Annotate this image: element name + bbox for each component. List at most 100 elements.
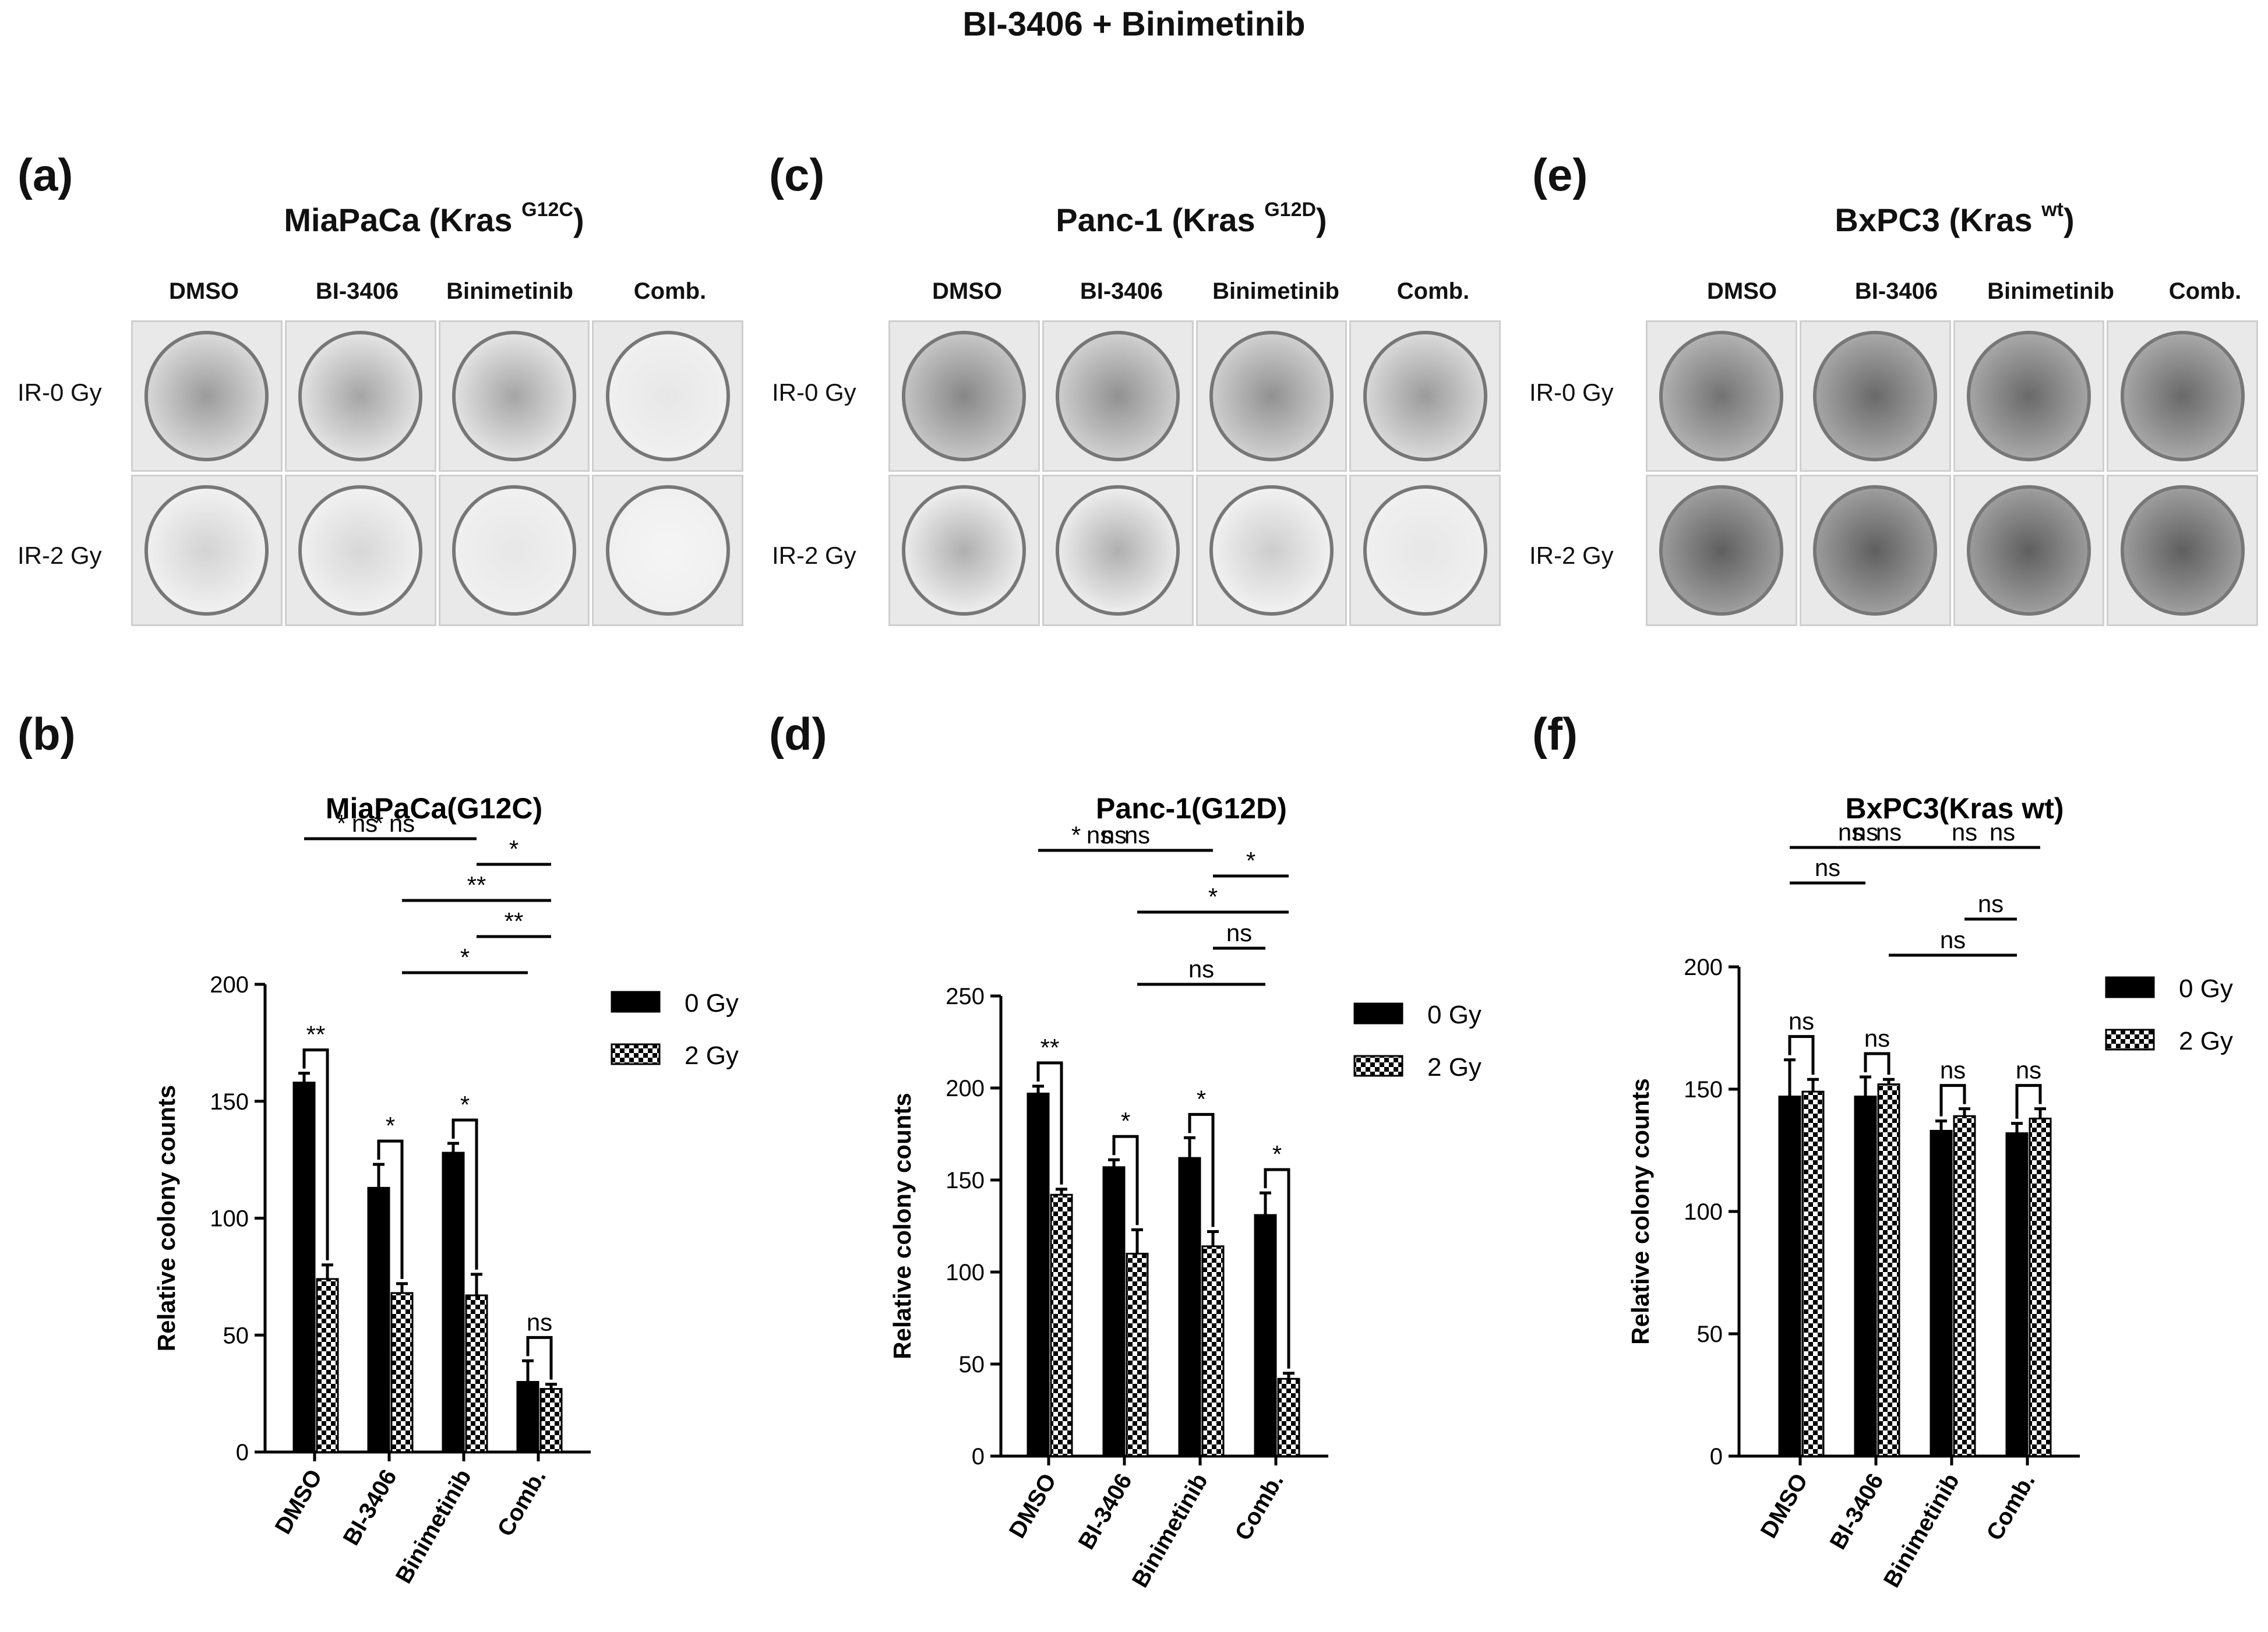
- legend-label: 2 Gy: [1427, 1053, 1482, 1082]
- colony-dish: [1056, 331, 1180, 461]
- bar-0gy: [2005, 1132, 2029, 1457]
- bar-0gy: [442, 1151, 465, 1453]
- bar-2gy: [1126, 1252, 1149, 1457]
- y-tick-label: 0: [1710, 1444, 1723, 1469]
- panel-label-f: (f): [1532, 708, 1578, 760]
- y-tick-label: 200: [210, 972, 249, 998]
- legend-label: 0 Gy: [1427, 1001, 1482, 1029]
- significance-label: *: [374, 810, 383, 837]
- y-tick-label: 50: [1697, 1322, 1723, 1347]
- colony-dish-image: [284, 320, 436, 472]
- x-tick-label: DMSO: [270, 1465, 327, 1539]
- significance-label: **: [306, 1021, 326, 1048]
- significance-label: ns: [1226, 919, 1252, 946]
- colony-dish: [1209, 485, 1334, 616]
- x-tick-label: BI-3406: [1074, 1469, 1137, 1554]
- chart-title: BxPC3(Kras wt): [1845, 792, 2064, 825]
- blot-column-label: Binimetinib: [1987, 278, 2114, 304]
- bar-0gy: [1930, 1129, 1953, 1457]
- colony-dish: [144, 485, 269, 616]
- colony-dish: [298, 485, 423, 616]
- significance-label: ns: [1087, 821, 1112, 849]
- colony-dish-image: [284, 475, 436, 626]
- significance-bracket: [302, 1048, 329, 1260]
- blot-row-label: IR-2 Gy: [772, 542, 856, 569]
- colony-dish: [1209, 331, 1334, 461]
- significance-label: *: [460, 944, 470, 971]
- colony-dish: [1966, 485, 2091, 616]
- colony-dish-image: [1646, 475, 1797, 626]
- colony-dish-image: [1953, 320, 2105, 472]
- significance-bracket: [1264, 1168, 1290, 1369]
- significance-label: *: [1121, 1107, 1130, 1135]
- y-axis-label: Relative colony counts: [888, 1093, 916, 1359]
- y-tick-label: 150: [1684, 1077, 1723, 1103]
- blot-title: Panc-1 (Kras G12D): [958, 199, 1424, 239]
- colony-dish-image: [888, 475, 1040, 626]
- bar-2gy: [390, 1292, 414, 1453]
- colony-dish-image: [592, 475, 743, 626]
- significance-label: ns: [1188, 955, 1214, 983]
- panel-label-d: (d): [769, 708, 827, 760]
- significance-label: ns: [1864, 1025, 1890, 1052]
- significance-label: ns: [1990, 818, 2015, 846]
- significance-label: *: [460, 1091, 470, 1118]
- colony-dish-image: [2107, 320, 2258, 472]
- y-tick-label: 100: [210, 1206, 249, 1232]
- blot-column-label: BI-3406: [1854, 278, 1938, 304]
- panel-label-b: (b): [17, 708, 76, 760]
- colony-dish: [605, 331, 730, 461]
- colony-dish: [452, 485, 576, 616]
- colony-dish-image: [1349, 320, 1501, 472]
- chart-title: Panc-1(G12D): [1096, 792, 1287, 825]
- x-tick-label: DMSO: [1756, 1469, 1813, 1543]
- y-tick-label: 100: [946, 1260, 985, 1285]
- blot-row-label: IR-0 Gy: [772, 379, 856, 406]
- significance-label: *: [386, 1112, 395, 1139]
- colony-dish: [1659, 331, 1784, 461]
- colony-dish-image: [131, 320, 283, 472]
- colony-dish: [452, 331, 576, 461]
- bar-0gy: [1102, 1166, 1126, 1457]
- blot-column-label: Comb.: [633, 278, 707, 304]
- bar-2gy: [465, 1294, 488, 1453]
- blot-column-label: Comb.: [2168, 278, 2242, 304]
- bar-0gy: [292, 1082, 316, 1453]
- bar-0gy: [1027, 1092, 1050, 1457]
- significance-label: *: [337, 810, 346, 837]
- significance-label: *: [1071, 821, 1081, 849]
- significance-label: ns: [1838, 818, 1864, 846]
- blot-title-text: BxPC3 (Kras: [1835, 202, 2042, 238]
- x-tick-label: BI-3406: [338, 1465, 402, 1550]
- y-tick-label: 150: [946, 1168, 985, 1193]
- significance-label: ns: [1978, 890, 2004, 917]
- bar-2gy: [1201, 1245, 1225, 1457]
- colony-dish: [1659, 485, 1784, 616]
- colony-dish: [1363, 485, 1487, 616]
- colony-dish: [298, 331, 423, 461]
- blot-row-label: IR-0 Gy: [17, 379, 102, 406]
- colony-dish: [1363, 331, 1487, 461]
- significance-label: ns: [1815, 854, 1840, 881]
- blot-title-superscript: G12C: [521, 199, 573, 221]
- colony-dish: [902, 331, 1027, 461]
- blot-column-label: Comb.: [1396, 278, 1470, 304]
- bar-2gy: [1277, 1377, 1300, 1457]
- significance-label: **: [1040, 1034, 1060, 1061]
- y-tick-label: 150: [210, 1089, 249, 1115]
- significance-label: *: [1208, 883, 1218, 910]
- significance-label: ns: [1876, 818, 1902, 846]
- y-tick-label: 50: [223, 1323, 249, 1348]
- blot-title-superscript: wt: [2041, 199, 2064, 221]
- significance-label: *: [1272, 1140, 1282, 1168]
- colony-dish-image: [438, 320, 590, 472]
- blot-row-label: IR-0 Gy: [1529, 379, 1614, 406]
- colony-dish: [1813, 331, 1938, 461]
- blot-title-text: Panc-1 (Kras: [1056, 202, 1265, 238]
- significance-bracket: [1036, 1061, 1063, 1185]
- significance-bracket: [1939, 1084, 1966, 1117]
- legend-swatch: [611, 1043, 661, 1065]
- colony-dish: [605, 485, 730, 616]
- colony-dish: [2120, 331, 2245, 461]
- significance-label: *: [509, 835, 518, 863]
